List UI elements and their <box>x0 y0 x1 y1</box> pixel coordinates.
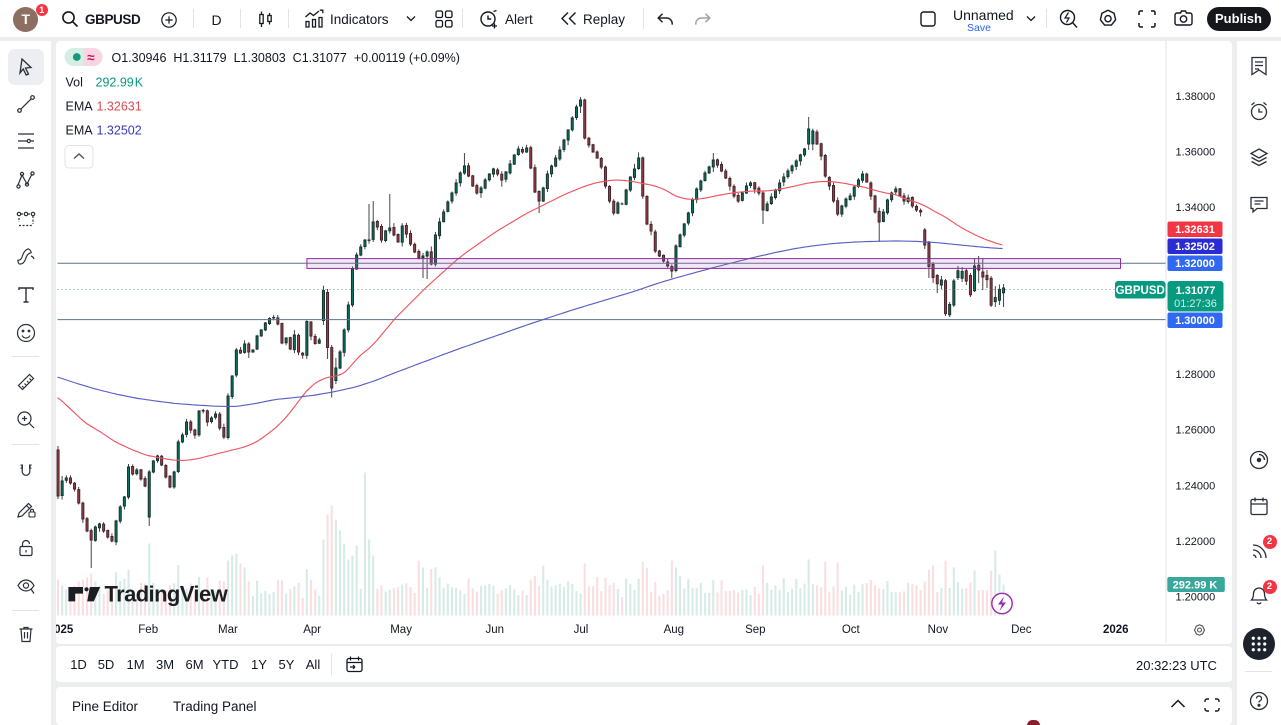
svg-text:Dec: Dec <box>1011 624 1032 636</box>
svg-text:1.22000: 1.22000 <box>1175 536 1215 548</box>
svg-text:Aug: Aug <box>663 624 683 636</box>
svg-text:1.32000: 1.32000 <box>1175 258 1215 270</box>
svg-text:2025: 2025 <box>56 624 74 636</box>
svg-text:1.38000: 1.38000 <box>1175 91 1215 103</box>
svg-text:2026: 2026 <box>1103 624 1129 636</box>
svg-text:Oct: Oct <box>841 624 860 636</box>
svg-text:EMA: EMA <box>65 123 93 137</box>
svg-text:1.24000: 1.24000 <box>1175 480 1215 492</box>
svg-text:1.20000: 1.20000 <box>1175 592 1215 604</box>
svg-text:May: May <box>390 624 412 636</box>
svg-text:EMA: EMA <box>65 99 93 113</box>
svg-text:Jun: Jun <box>485 624 504 636</box>
svg-text:01:27:36: 01:27:36 <box>1174 298 1217 310</box>
svg-text:Mar: Mar <box>217 624 237 636</box>
svg-text:1.32631: 1.32631 <box>96 99 141 113</box>
svg-text:292.99 K: 292.99 K <box>95 75 143 89</box>
svg-text:1.28000: 1.28000 <box>1175 369 1215 381</box>
svg-text:≈: ≈ <box>87 50 95 65</box>
svg-text:1.32502: 1.32502 <box>1175 241 1215 253</box>
svg-text:1.26000: 1.26000 <box>1175 425 1215 437</box>
svg-text:1.34000: 1.34000 <box>1175 202 1215 214</box>
svg-text:Feb: Feb <box>138 624 158 636</box>
svg-text:TradingView: TradingView <box>104 582 228 607</box>
svg-text:292.99 K: 292.99 K <box>1172 580 1217 592</box>
svg-text:Vol: Vol <box>65 75 82 89</box>
svg-text:1.30000: 1.30000 <box>1175 315 1215 327</box>
svg-text:Sep: Sep <box>745 624 765 636</box>
svg-text:O1.30946 H1.31179 L1.30803: O1.30946 H1.31179 L1.30803 C1.31077 +0.0… <box>111 51 459 65</box>
svg-text:1.32631: 1.32631 <box>1175 224 1215 236</box>
svg-text:Jul: Jul <box>573 624 588 636</box>
svg-text:GBPUSD: GBPUSD <box>1115 285 1164 297</box>
svg-text:1.31077: 1.31077 <box>1175 285 1215 297</box>
svg-text:Apr: Apr <box>303 624 321 636</box>
svg-text:Nov: Nov <box>927 624 948 636</box>
svg-text:1.36000: 1.36000 <box>1175 146 1215 158</box>
svg-text:1.32502: 1.32502 <box>96 123 141 137</box>
